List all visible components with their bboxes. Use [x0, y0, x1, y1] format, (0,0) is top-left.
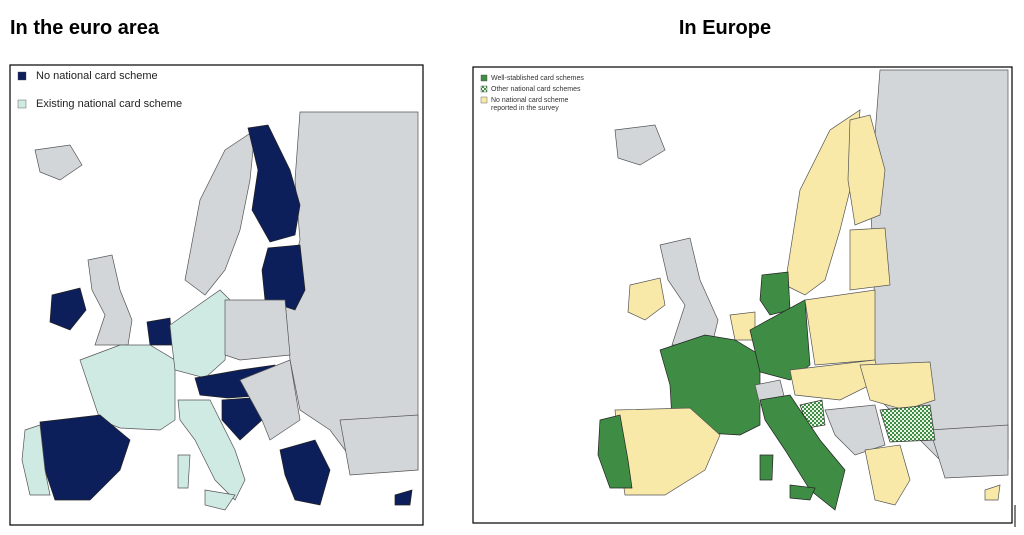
- map-europe: [472, 66, 1013, 524]
- panel-title: In Europe: [679, 17, 771, 39]
- map-euro-area: [9, 64, 424, 526]
- legend-label: No national card scheme: [36, 70, 158, 82]
- legend-label: Existing national card scheme: [36, 98, 182, 110]
- legend-swatch: [480, 96, 488, 104]
- legend-label: Other national card schemes: [491, 86, 581, 93]
- panel-title: In the euro area: [10, 17, 160, 39]
- legend-label: Well-stablished card schemes: [491, 75, 584, 82]
- legend-swatch: [480, 74, 488, 82]
- legend-swatch: [17, 71, 27, 81]
- legend-label: reported in the survey: [491, 105, 559, 112]
- legend-label: No national card scheme: [491, 97, 569, 104]
- legend-swatch: [17, 99, 27, 109]
- legend-swatch: [480, 85, 488, 93]
